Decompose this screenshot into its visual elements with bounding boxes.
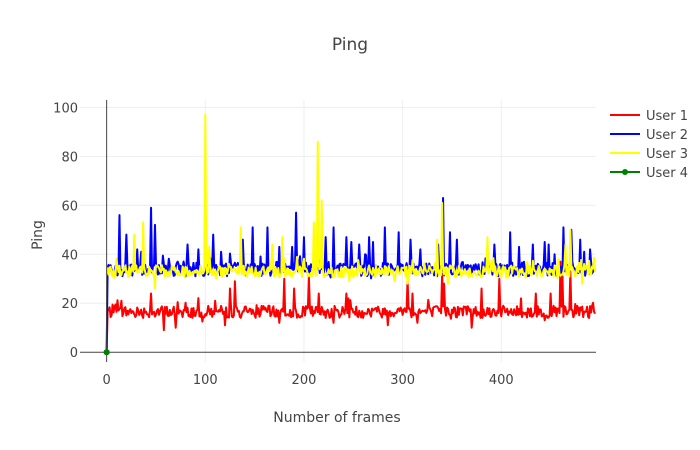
y-tick-label: 0 (70, 346, 78, 361)
series-user-1 (105, 260, 596, 353)
legend-label: User 3 (646, 147, 688, 162)
axes: 0 20 40 60 80 100 0 100 200 300 400 (53, 100, 596, 388)
plot-area (103, 113, 597, 356)
x-tick-label: 100 (193, 373, 218, 388)
gridlines (80, 100, 596, 362)
legend-item[interactable]: User 4 (610, 166, 688, 181)
legend: User 1 User 2 User 3 User 4 (610, 109, 688, 181)
user-4-point (103, 349, 110, 356)
series-line (105, 260, 596, 353)
y-tick-label: 80 (61, 150, 78, 165)
legend-item[interactable]: User 3 (610, 147, 688, 162)
legend-label: User 4 (646, 166, 688, 181)
y-tick-label: 40 (61, 248, 78, 263)
series-line (105, 196, 596, 353)
series-user-3 (105, 113, 597, 290)
x-tick-label: 300 (390, 373, 415, 388)
x-axis-title: Number of frames (273, 410, 400, 426)
legend-label: User 1 (646, 109, 688, 124)
series-line (105, 113, 597, 290)
x-tick-label: 200 (292, 373, 317, 388)
legend-marker (622, 169, 628, 175)
x-tick-label: 0 (102, 373, 110, 388)
x-tick-label: 400 (489, 373, 514, 388)
y-tick-label: 20 (61, 297, 78, 312)
legend-item[interactable]: User 2 (610, 128, 688, 143)
legend-item[interactable]: User 1 (610, 109, 688, 124)
y-axis-title: Ping (30, 220, 46, 250)
y-tick-label: 60 (61, 199, 78, 214)
series-user-2 (105, 196, 596, 353)
y-tick-label: 100 (53, 101, 78, 116)
legend-label: User 2 (646, 128, 688, 143)
chart-title: Ping (332, 35, 368, 55)
